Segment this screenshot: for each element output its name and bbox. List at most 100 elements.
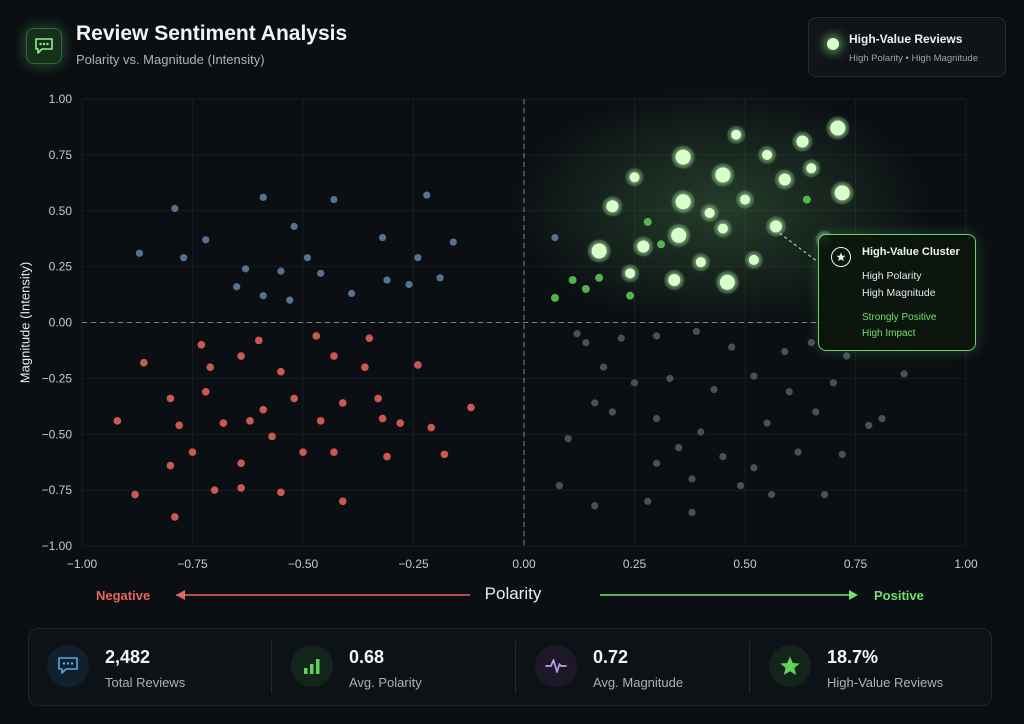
high-value-point [719,274,735,290]
high-value-point [806,163,817,174]
neutral-gray-point [785,388,793,396]
divider [515,641,516,693]
y-tick-label: 1.00 [49,92,73,106]
x-tick-label: −0.25 [398,557,429,571]
stat-total-reviews: 2,482 Total Reviews [29,629,269,705]
negative-point [171,513,179,521]
neutral-blue-point [551,233,559,242]
chat-bubble-icon [47,645,89,687]
x-tick-label: 0.00 [512,557,536,571]
negative-point [277,367,285,376]
negative-point [316,417,325,425]
neutral-gray-point [564,435,572,443]
negative-point [210,486,219,494]
y-tick-label: −0.25 [42,371,73,385]
y-tick-label: 0.75 [49,148,73,162]
high-value-point [704,207,715,218]
chat-bubble-icon [26,28,62,64]
neutral-gray-point [608,408,617,416]
x-tick-label: 0.50 [733,557,757,571]
neutral-blue-point [290,222,298,230]
negative-point [383,452,391,461]
y-tick-label: −0.75 [42,483,73,497]
neutral-blue-point [423,191,431,199]
x-tick-label: 0.75 [844,557,868,571]
x-tick-label: −1.00 [67,557,98,571]
high-value-point [769,220,782,233]
data-points [113,116,908,521]
positive-point [550,293,559,302]
neutral-gray-point [900,370,908,378]
negative-point [299,448,307,456]
stat-label: Total Reviews [105,675,186,690]
stat-avg-polarity: 0.68 Avg. Polarity [273,629,513,705]
high-value-point [695,257,706,268]
high-value-point [625,268,636,279]
high-value-callout: High-Value Cluster High Polarity High Ma… [818,234,976,351]
high-value-point [748,254,759,265]
high-value-point [637,240,650,253]
neutral-blue-point [414,254,422,262]
negative-point [338,399,347,407]
negative-point [268,432,276,441]
legend-title: High-Value Reviews [849,32,963,46]
neutral-gray-point [688,508,696,517]
neutral-blue-point [405,280,413,289]
negative-point [365,334,374,342]
high-value-point [740,194,750,205]
negative-point [166,461,175,470]
negative-point [188,448,197,456]
neutral-gray-point [599,363,608,371]
y-tick-label: −0.50 [42,427,73,441]
stat-value: 18.7% [827,647,879,667]
neutral-gray-point [675,444,683,452]
x-tick-label: −0.75 [177,557,208,571]
stat-value: 2,482 [105,647,151,667]
negative-point [312,332,321,340]
negative-point [175,421,184,430]
stat-label: Avg. Magnitude [593,675,684,690]
y-tick-label: 0.00 [49,316,73,330]
negative-point [166,394,175,403]
stat-high-value: 18.7% High-Value Reviews [751,629,989,705]
callout-title: High-Value Cluster [862,246,960,258]
high-value-point [629,172,640,183]
bar-chart-icon [291,645,333,687]
header: Review Sentiment Analysis Polarity vs. M… [26,20,347,67]
stat-value: 0.72 [593,647,629,667]
neutral-gray-point [750,464,758,472]
negative-point [219,419,228,427]
negative-point [467,403,475,412]
neutral-blue-point [259,193,267,201]
star-icon [769,645,811,687]
neutral-blue-point [449,238,457,246]
neutral-gray-point [812,408,820,416]
neutral-gray-point [653,459,661,467]
neutral-gray-point [865,421,873,429]
neutral-blue-point [171,204,179,213]
negative-point [330,448,338,456]
negative-point [374,394,382,403]
neutral-gray-point [829,379,838,387]
neutral-gray-point [653,415,661,423]
neutral-gray-point [794,448,802,456]
negative-point [197,341,206,349]
negative-point [277,488,285,497]
high-value-point [778,173,791,186]
x-axis-label: Polarity [484,584,542,603]
positive-point [568,276,577,285]
high-value-point [675,194,691,210]
negative-point [378,414,387,423]
negative-point [237,352,245,360]
negative-point [246,417,254,425]
stats-bar: 2,482 Total Reviews 0.68 Avg. Polarity 0… [28,628,992,706]
positive-arrowhead [849,590,858,600]
neutral-gray-point [820,490,829,499]
stat-value: 0.68 [349,647,385,667]
neutral-gray-point [750,372,758,380]
legend-dot-icon [827,38,839,50]
neutral-gray-point [781,347,789,356]
stat-avg-magnitude: 0.72 Avg. Magnitude [517,629,757,705]
negative-point [237,459,245,468]
